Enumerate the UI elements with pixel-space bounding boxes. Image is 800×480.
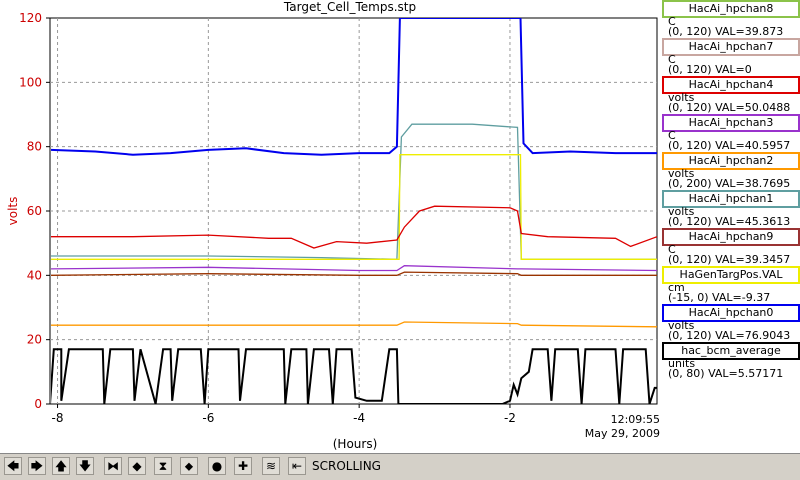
x-tick-label: -6 (202, 411, 214, 425)
compress-vertical-button[interactable]: ⧗ (154, 457, 172, 475)
series-line-0 (51, 18, 657, 156)
expand-horizontal-icon: ◆ (132, 459, 142, 473)
record-icon: ● (211, 459, 223, 473)
legend-range-value: (0, 120) VAL=40.5957 (668, 139, 791, 152)
legend-item[interactable]: HaGenTargPos.VAL cm (-15, 0) VAL=-9.37 (662, 266, 800, 304)
legend-item[interactable]: HacAi_hpchan8 C (0, 120) VAL=39.873 (662, 0, 800, 38)
expand-vertical-icon: ⬥ (184, 459, 194, 473)
y-tick-label: 40 (27, 268, 42, 282)
legend-channel-name: HacAi_hpchan2 (662, 152, 800, 170)
legend-range-value: (0, 80) VAL=5.57171 (668, 367, 784, 380)
legend-range-value: (-15, 0) VAL=-9.37 (668, 291, 771, 304)
scroll-back-button[interactable]: ⇤ (288, 457, 306, 475)
x-axis-label: (Hours) (332, 437, 378, 451)
x-tick-label: -4 (353, 411, 365, 425)
arrow-right-button[interactable]: 🡆 (28, 457, 46, 475)
legend-channel-name: HacAi_hpchan3 (662, 114, 800, 132)
legend-channel-name: HacAi_hpchan8 (662, 0, 800, 18)
legend-channel-name: HacAi_hpchan9 (662, 228, 800, 246)
legend-range-value: (0, 120) VAL=39.3457 (668, 253, 791, 266)
legend-item[interactable]: HacAi_hpchan2 volts (0, 200) VAL=38.7695 (662, 152, 800, 190)
legend-unit: C (668, 243, 676, 256)
series-line-2 (51, 154, 657, 260)
legend-item[interactable]: HacAi_hpchan7 C (0, 120) VAL=0 (662, 38, 800, 76)
legend-unit: units (668, 357, 696, 370)
y-tick-label: 120 (19, 11, 42, 25)
legend-range-value: (0, 120) VAL=45.3613 (668, 215, 791, 228)
autoscale-button[interactable]: ≋ (262, 457, 280, 475)
legend-unit: C (668, 129, 676, 142)
legend-unit: cm (668, 281, 685, 294)
series-line-6 (51, 321, 657, 328)
autoscale-icon: ≋ (265, 459, 277, 473)
legend-range-value: (0, 200) VAL=38.7695 (668, 177, 791, 190)
legend-item[interactable]: HacAi_hpchan1 volts (0, 120) VAL=45.3613 (662, 190, 800, 228)
legend-channel-name: hac_bcm_average (662, 342, 800, 360)
legend-item[interactable]: HacAi_hpchan0 volts (0, 120) VAL=76.9043 (662, 304, 800, 342)
chart-svg: 0 20 40 60 80 100 120 -8 -6 -4 -2 (19, 11, 658, 425)
y-tick-label: 100 (19, 75, 42, 89)
legend-range-value: (0, 120) VAL=76.9043 (668, 329, 791, 342)
y-tick-label: 20 (27, 333, 42, 347)
timestamp: 12:09:55 May 29, 2009 (560, 413, 660, 441)
chart-title: Target_Cell_Temps.stp (283, 0, 417, 14)
legend-item[interactable]: HacAi_hpchan9 C (0, 120) VAL=39.3457 (662, 228, 800, 266)
legend-unit: C (668, 15, 676, 28)
legend-channel-name: HacAi_hpchan0 (662, 304, 800, 322)
series-line-5 (51, 271, 657, 276)
arrow-down-icon: 🡇 (78, 459, 92, 473)
arrow-down-button[interactable]: 🡇 (76, 457, 94, 475)
record-button[interactable]: ● (208, 457, 226, 475)
series-line-3 (51, 205, 657, 249)
arrow-up-button[interactable]: 🡅 (52, 457, 70, 475)
legend-item[interactable]: HacAi_hpchan3 C (0, 120) VAL=40.5957 (662, 114, 800, 152)
y-tick-label: 80 (27, 140, 42, 154)
x-tick-label: -2 (504, 411, 516, 425)
legend-unit: volts (668, 205, 695, 218)
status-text: SCROLLING (312, 459, 381, 473)
legend-range-value: (0, 120) VAL=0 (668, 63, 752, 76)
arrow-left-icon: 🡄 (6, 459, 20, 473)
timestamp-time: 12:09:55 (610, 413, 660, 426)
legend-unit: volts (668, 167, 695, 180)
legend-channel-name: HacAi_hpchan1 (662, 190, 800, 208)
x-tick-label: -8 (52, 411, 64, 425)
scroll-back-icon: ⇤ (291, 459, 303, 473)
plus-icon: ✚ (237, 459, 249, 473)
legend-range-value: (0, 120) VAL=39.873 (668, 25, 784, 38)
arrow-right-icon: 🡆 (30, 459, 44, 473)
y-tick-label: 60 (27, 204, 42, 218)
plus-button[interactable]: ✚ (234, 457, 252, 475)
series-line-7 (51, 348, 657, 404)
toolbar: SCROLLING 🡄 🡆 🡅 🡇 ⧓ ◆ ⧗ ⬥ ● ✚ ≋ ⇤ (0, 453, 800, 480)
legend: HacAi_hpchan8 C (0, 120) VAL=39.873 HacAi_h… (662, 0, 800, 452)
arrow-left-button[interactable]: 🡄 (4, 457, 22, 475)
legend-unit: volts (668, 319, 695, 332)
legend-unit: volts (668, 91, 695, 104)
legend-item[interactable]: hac_bcm_average units (0, 80) VAL=5.57171 (662, 342, 800, 380)
legend-item[interactable]: HacAi_hpchan4 volts (0, 120) VAL=50.0488 (662, 76, 800, 114)
compress-vertical-icon: ⧗ (158, 459, 168, 473)
timestamp-date: May 29, 2009 (584, 427, 660, 440)
legend-channel-name: HacAi_hpchan4 (662, 76, 800, 94)
expand-vertical-button[interactable]: ⬥ (180, 457, 198, 475)
compress-horizontal-icon: ⧓ (107, 459, 119, 473)
arrow-up-icon: 🡅 (54, 459, 68, 473)
compress-horizontal-button[interactable]: ⧓ (104, 457, 122, 475)
y-tick-label: 0 (34, 397, 42, 411)
series-line-4 (51, 265, 657, 272)
expand-horizontal-button[interactable]: ◆ (128, 457, 146, 475)
y-axis-label: volts (6, 196, 20, 226)
legend-range-value: (0, 120) VAL=50.0488 (668, 101, 791, 114)
legend-unit: C (668, 53, 676, 66)
legend-channel-name: HaGenTargPos.VAL (662, 266, 800, 284)
legend-channel-name: HacAi_hpchan7 (662, 38, 800, 56)
plot-area[interactable]: 0 20 40 60 80 100 120 -8 -6 -4 -2 Target_Cell_Temp… (0, 0, 660, 452)
